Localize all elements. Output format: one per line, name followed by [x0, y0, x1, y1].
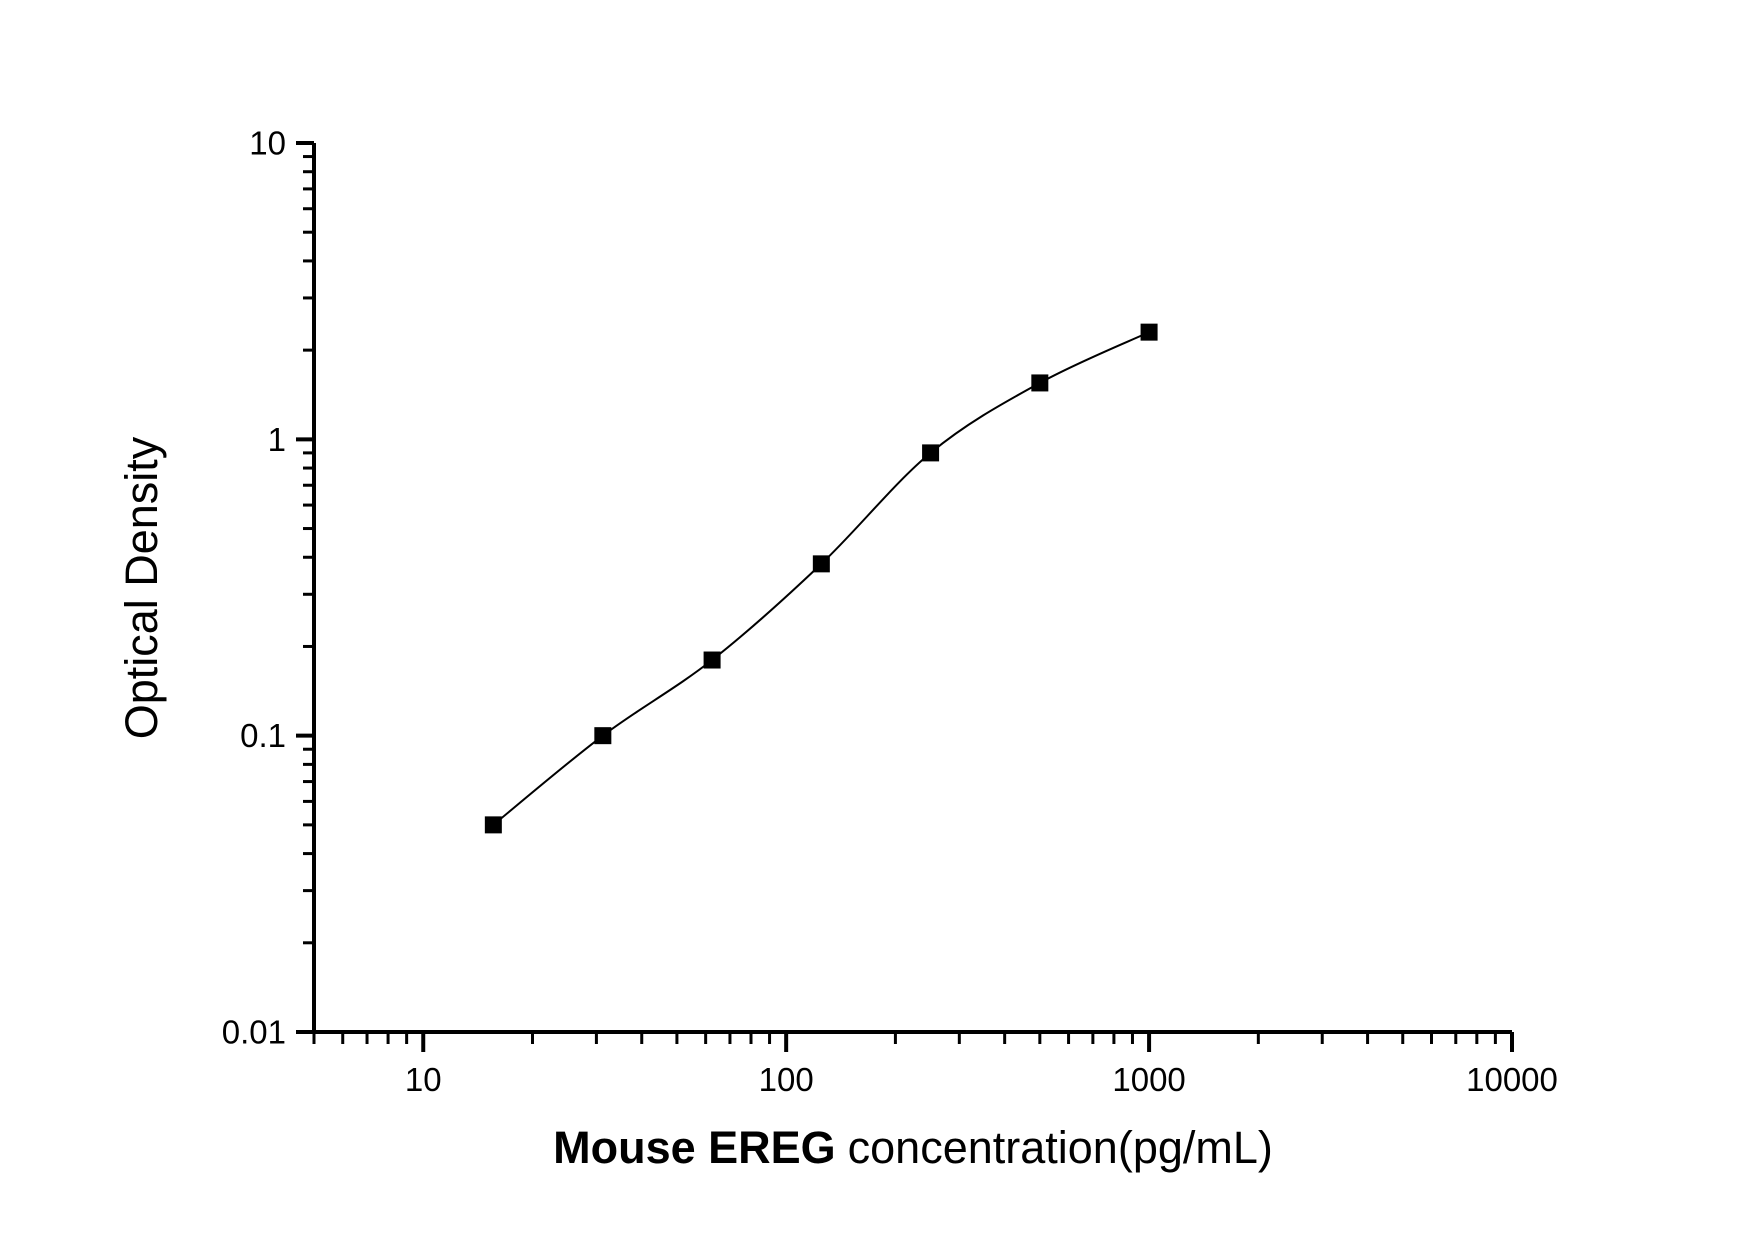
data-point-marker: [484, 816, 502, 834]
x-tick-label: 1000: [1112, 1061, 1185, 1098]
y-tick-label: 0.01: [222, 1014, 286, 1051]
x-tick-label: 100: [759, 1061, 814, 1098]
data-point-marker: [1140, 323, 1158, 341]
x-tick-label: 10000: [1466, 1061, 1558, 1098]
y-axis-title: Optical Density: [116, 436, 167, 739]
data-point-marker: [812, 555, 830, 573]
x-axis-title-units: concentration(pg/mL): [848, 1122, 1273, 1173]
data-point-marker: [594, 727, 612, 745]
y-tick-label: 1: [268, 421, 286, 458]
data-point-marker: [1031, 374, 1049, 392]
x-axis-title: Mouse EREG concentration(pg/mL): [553, 1122, 1273, 1173]
data-point-marker: [703, 651, 721, 669]
y-tick-label: 0.1: [240, 717, 286, 754]
x-axis-title-product: Mouse EREG: [553, 1122, 836, 1173]
y-tick-label: 10: [249, 125, 286, 162]
curve-line: [492, 331, 1150, 826]
data-point-marker: [922, 444, 940, 462]
x-tick-label: 10: [405, 1061, 442, 1098]
